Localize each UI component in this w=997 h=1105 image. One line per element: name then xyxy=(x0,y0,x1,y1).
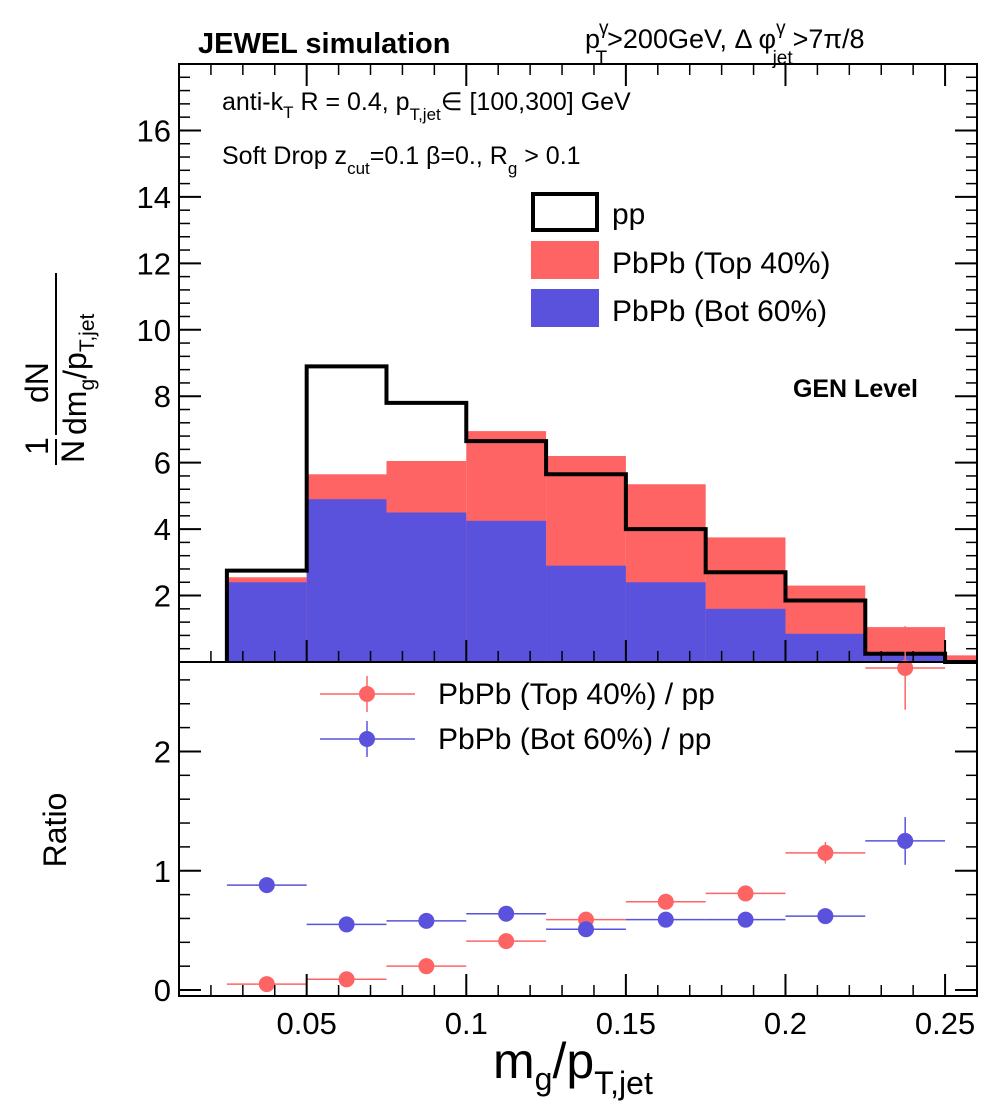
cut-label: pγ T>200GeV, Δ φγ jet>7π/8 xyxy=(585,18,865,69)
annotation-algo-c: ∈ [100,300] GeV xyxy=(441,88,631,116)
bar-bot60-3 xyxy=(466,520,547,662)
ratio-top40-point-5 xyxy=(657,893,674,910)
bar-bot60-6 xyxy=(705,608,786,662)
bottom-frame xyxy=(178,661,978,997)
simulation-label: JEWEL simulation xyxy=(198,28,450,60)
annotation-sd-a: Soft Drop z xyxy=(222,142,347,170)
ratio-top40-point-6 xyxy=(737,885,754,902)
cut-pt-rest: >200GeV, Δ φ xyxy=(607,24,776,54)
annotation-softdrop: Soft Drop zcut=0.1 β=0., Rg > 0.1 xyxy=(222,142,581,178)
bar-bot60-1 xyxy=(306,499,387,662)
bar-bot60-5 xyxy=(625,582,706,662)
bar-bot60-0 xyxy=(226,582,307,662)
level-label: GEN Level xyxy=(793,375,918,403)
annotation-algo-sub-t: T xyxy=(283,103,293,122)
cut-pt-base: p xyxy=(585,24,600,54)
annotation-sd-b: =0.1 β=0., R xyxy=(370,142,508,170)
ylabel-dm: dm xyxy=(57,391,93,435)
xlabel-tjet: T,jet xyxy=(594,1065,653,1101)
ylabel-denominator: dmg/pT,jet xyxy=(57,313,99,435)
bottom-ytick-label: 0 xyxy=(154,973,171,1008)
cut-phi-rest: >7π/8 xyxy=(793,24,865,54)
ylabel-tjet: T,jet xyxy=(76,313,99,352)
pp-outline xyxy=(224,364,977,664)
legend-ratio-top40-marker xyxy=(359,686,375,702)
cut-pt-sub: T xyxy=(596,48,608,69)
ratio-bot60-point-4 xyxy=(577,921,594,938)
top-ytick-label: 16 xyxy=(137,113,171,148)
ratio-top40-point-1 xyxy=(338,971,355,988)
ratio-top40-point-2 xyxy=(418,958,435,975)
bottom-ytick-label: 2 xyxy=(154,734,171,769)
bottom-xtick-label: 0.25 xyxy=(915,1006,975,1041)
x-axis-label: mg/pT,jet xyxy=(493,1033,653,1101)
legend-label-bot60: PbPb (Bot 60%) xyxy=(612,295,827,328)
top-ytick-label: 2 xyxy=(154,579,171,614)
top-ytick-label: 6 xyxy=(154,446,171,481)
legend-ratio-bot60-label: PbPb (Bot 60%) / pp xyxy=(438,723,712,756)
top-ytick-label: 4 xyxy=(154,512,171,547)
cut-pt-sup: γ xyxy=(599,18,609,39)
top-ytick-label: 14 xyxy=(137,180,171,215)
top-panel: 2 4 6 8 10 12 14 16 anti-kT R = 0.4, pT,jet∈ [1… xyxy=(137,63,978,664)
ratio-bot60-point-1 xyxy=(338,916,355,933)
annotation-sd-sub-g: g xyxy=(508,159,517,178)
legend-swatch-bot60 xyxy=(531,289,599,327)
annotation-algo-a: anti-k xyxy=(222,88,284,116)
top-ytick-label: 10 xyxy=(137,313,171,348)
bottom-xtick-label: 0.05 xyxy=(277,1006,337,1041)
legend-swatch-top40 xyxy=(531,241,599,279)
ylabel-N: N xyxy=(55,440,91,463)
bar-bot60-2 xyxy=(386,512,467,662)
ratio-bot60-point-2 xyxy=(418,912,435,929)
legend-label-pp: pp xyxy=(612,198,645,231)
ratio-bot60-point-8 xyxy=(897,832,914,849)
bar-bot60-4 xyxy=(546,565,626,662)
legend-swatch-pp xyxy=(531,192,599,232)
ylabel-g: g xyxy=(76,379,99,391)
ratio-bot60-point-7 xyxy=(817,908,834,925)
annotation-sd-sub-cut: cut xyxy=(347,159,370,178)
ratio-top40-point-0 xyxy=(258,976,275,993)
ratio-top40-point-3 xyxy=(498,933,515,950)
ratio-top40-point-7 xyxy=(817,844,834,861)
legend-ratio-top40: PbPb (Top 40%) / pp xyxy=(320,676,715,712)
bottom-ytick-label: 1 xyxy=(154,854,171,889)
ratio-bot60-point-5 xyxy=(657,911,674,928)
xlabel-g: g xyxy=(535,1061,553,1097)
bar-top40-9 xyxy=(945,655,977,662)
bottom-xtick-label: 0.15 xyxy=(596,1006,656,1041)
ylabel-dN: dN xyxy=(19,362,55,403)
ratio-top40-point-8 xyxy=(897,659,914,676)
ratio-bot60-point-6 xyxy=(737,911,754,928)
bottom-xtick-label: 0.2 xyxy=(764,1006,807,1041)
xlabel-m: m xyxy=(493,1033,535,1089)
annotation-sd-c: > 0.1 xyxy=(517,142,580,170)
legend-ratio-top40-label: PbPb (Top 40%) / pp xyxy=(438,678,715,711)
ylabel-one: 1 xyxy=(19,437,55,455)
top-ytick-label: 8 xyxy=(154,379,171,414)
legend-ratio-bot60-marker xyxy=(359,731,375,747)
legend-label-top40: PbPb (Top 40%) xyxy=(612,247,830,280)
legend-ratio-bot60: PbPb (Bot 60%) / pp xyxy=(320,721,712,757)
cut-phi-sup: γ xyxy=(776,18,786,39)
bottom-ylabel: Ratio xyxy=(37,793,73,868)
annotation-algo-sub-ptjet: T,jet xyxy=(410,105,441,124)
ylabel-slash-p: /p xyxy=(57,352,93,379)
bottom-xtick-label: 0.1 xyxy=(445,1006,488,1041)
top-ylabel: 1 N dN dmg/pT,jet xyxy=(19,273,99,465)
bar-bot60-7 xyxy=(785,633,866,662)
xlabel-slash-p: /p xyxy=(552,1033,594,1089)
bottom-panel: 0 1 2 0.05 0.1 0.15 0.2 0.25 PbPb (Top 40%) / p… xyxy=(154,626,978,1041)
ratio-bot60-point-3 xyxy=(498,905,515,922)
ratio-bot60-point-0 xyxy=(258,877,275,894)
top-ytick-label: 12 xyxy=(137,246,171,281)
annotation-algo-b: R = 0.4, p xyxy=(294,88,410,116)
annotation-algo: anti-kT R = 0.4, pT,jet∈ [100,300] GeV xyxy=(222,88,631,124)
cut-phi-sub: jet xyxy=(772,48,794,69)
